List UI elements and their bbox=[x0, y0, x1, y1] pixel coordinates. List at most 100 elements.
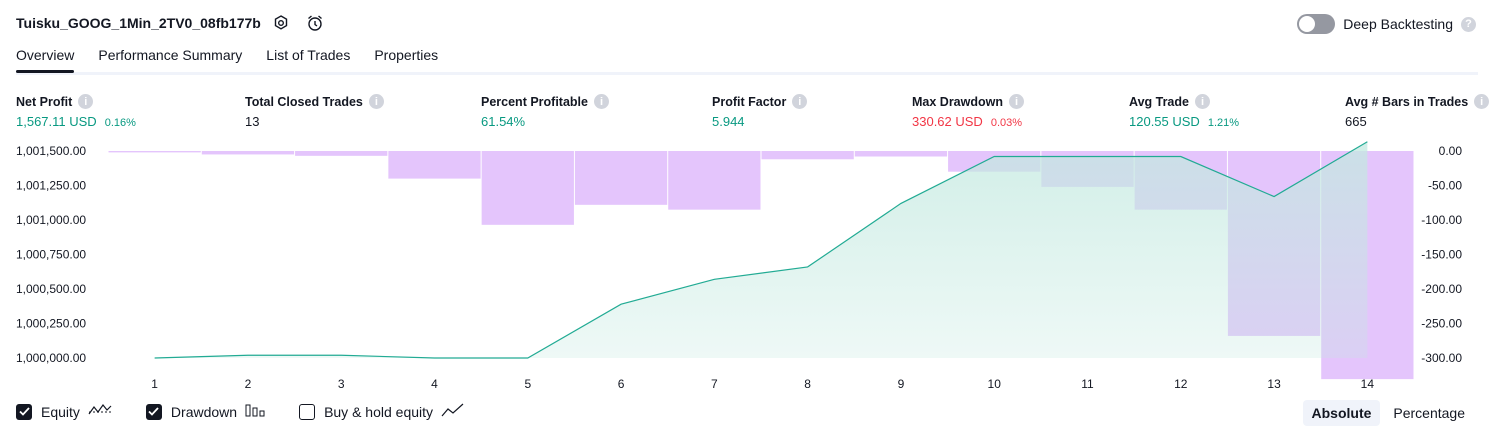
deep-backtesting-label: Deep Backtesting bbox=[1343, 16, 1453, 32]
metric-value: 1,567.11 USD bbox=[16, 114, 97, 129]
buy-hold-icon bbox=[441, 403, 465, 420]
metric-net-profit: Net Profit i 1,567.11 USD 0.16% bbox=[16, 94, 136, 129]
chart-legend: Equity Drawdown Buy & hold equity bbox=[16, 403, 465, 420]
settings-icon[interactable] bbox=[272, 14, 290, 32]
y-left-tick-label: 1,001,000.00 bbox=[16, 213, 86, 227]
drawdown-icon bbox=[245, 403, 265, 420]
metric-value: 5.944 bbox=[712, 114, 745, 129]
legend-label: Drawdown bbox=[170, 403, 238, 420]
x-tick-label: 3 bbox=[338, 377, 345, 391]
x-tick-label: 12 bbox=[1174, 377, 1188, 391]
metric-percent: 0.16% bbox=[104, 117, 136, 129]
legend-label: Buy & hold equity bbox=[324, 403, 434, 420]
tab-performance-summary[interactable]: Performance Summary bbox=[98, 47, 243, 63]
x-tick-label: 1 bbox=[151, 377, 158, 391]
metric-label: Avg Trade bbox=[1129, 94, 1189, 109]
info-icon[interactable]: i bbox=[593, 94, 609, 109]
x-tick-label: 10 bbox=[988, 377, 1002, 391]
metric-value: 13 bbox=[245, 114, 260, 129]
mode-switch: Absolute Percentage bbox=[1302, 400, 1475, 426]
drawdown-bar bbox=[574, 151, 668, 205]
metric-value: 61.54% bbox=[481, 114, 526, 129]
metric-label: Avg # Bars in Trades bbox=[1345, 94, 1469, 109]
drawdown-bar bbox=[481, 151, 574, 225]
info-icon[interactable]: i bbox=[1009, 94, 1024, 109]
metric-percent: 1.21% bbox=[1207, 117, 1240, 129]
drawdown-bar bbox=[854, 151, 948, 157]
x-tick-label: 13 bbox=[1267, 377, 1281, 391]
absolute-button[interactable]: Absolute bbox=[1302, 400, 1381, 426]
alarm-clock-icon[interactable] bbox=[306, 14, 324, 32]
x-tick-label: 9 bbox=[898, 377, 905, 391]
y-left-tick-label: 1,000,750.00 bbox=[16, 248, 86, 262]
info-icon[interactable]: i bbox=[792, 94, 808, 109]
metric-label: Net Profit bbox=[16, 94, 73, 109]
drawdown-bar bbox=[668, 151, 761, 210]
metric-avg-trade: Avg Trade i 120.55 USD 1.21% bbox=[1129, 94, 1239, 129]
info-icon[interactable]: i bbox=[1194, 94, 1210, 109]
equity-area bbox=[154, 141, 1368, 358]
x-tick-label: 14 bbox=[1361, 377, 1375, 391]
y-left-tick-label: 1,000,000.00 bbox=[16, 351, 86, 365]
drawdown-bar bbox=[761, 151, 854, 160]
metric-max-drawdown: Max Drawdown i 330.62 USD 0.03% bbox=[912, 94, 1024, 129]
equity-line bbox=[154, 141, 1368, 359]
y-right-tick-label: -100.00 bbox=[1421, 213, 1462, 227]
info-icon[interactable]: i bbox=[368, 94, 384, 109]
drawdown-bar bbox=[388, 151, 481, 179]
y-right-tick-label: 0.00 bbox=[1439, 144, 1463, 158]
tab-properties[interactable]: Properties bbox=[374, 47, 439, 63]
y-right-tick-label: -150.00 bbox=[1421, 248, 1462, 262]
metric-total-closed-trades: Total Closed Trades i 13 bbox=[245, 94, 384, 129]
x-tick-label: 6 bbox=[618, 377, 625, 391]
drawdown-bar bbox=[108, 151, 201, 153]
x-tick-label: 4 bbox=[431, 377, 438, 391]
metric-avg-bars: Avg # Bars in Trades i 665 bbox=[1345, 94, 1490, 129]
drawdown-bar bbox=[201, 151, 295, 155]
tab-list-of-trades[interactable]: List of Trades bbox=[266, 47, 351, 63]
help-icon[interactable]: ? bbox=[1461, 16, 1476, 32]
drawdown-checkbox[interactable] bbox=[145, 403, 162, 420]
metric-label: Profit Factor bbox=[712, 94, 787, 109]
equity-checkbox[interactable] bbox=[16, 403, 32, 420]
x-tick-label: 8 bbox=[804, 377, 811, 391]
info-icon[interactable]: i bbox=[78, 94, 94, 109]
metric-percent: 0.03% bbox=[990, 117, 1023, 129]
deep-backtesting-toggle[interactable] bbox=[1297, 14, 1336, 34]
metric-profit-factor: Profit Factor i 5.944 bbox=[712, 94, 808, 129]
y-left-tick-label: 1,000,250.00 bbox=[16, 317, 86, 331]
deep-backtesting: Deep Backtesting ? bbox=[1297, 14, 1476, 34]
metric-value: 330.62 USD bbox=[912, 114, 983, 129]
legend-drawdown[interactable]: Drawdown bbox=[145, 403, 265, 420]
y-right-tick-label: -300.00 bbox=[1421, 351, 1462, 365]
buy-hold-checkbox[interactable] bbox=[299, 403, 316, 420]
drawdown-bar bbox=[295, 151, 388, 156]
equity-drawdown-chart: 1,001,500.00 1,001,250.00 1,001,000.00 1,00… bbox=[16, 141, 1463, 391]
legend-equity[interactable]: Equity bbox=[16, 403, 112, 420]
equity-icon bbox=[88, 403, 112, 420]
tabs-divider bbox=[16, 72, 1478, 75]
metric-value: 120.55 USD bbox=[1129, 114, 1200, 129]
x-tick-label: 5 bbox=[524, 377, 531, 391]
info-icon[interactable]: i bbox=[1474, 94, 1490, 109]
metric-label: Percent Profitable bbox=[481, 94, 588, 109]
metric-value: 665 bbox=[1345, 114, 1367, 129]
x-tick-label: 2 bbox=[245, 377, 252, 391]
y-right-tick-label: -200.00 bbox=[1421, 282, 1462, 296]
legend-buy-hold[interactable]: Buy & hold equity bbox=[299, 403, 465, 420]
tab-bar: Overview Performance Summary List of Tra… bbox=[16, 47, 439, 73]
metric-percent-profitable: Percent Profitable i 61.54% bbox=[481, 94, 609, 129]
metric-label: Max Drawdown bbox=[912, 94, 1003, 109]
y-right-tick-label: -50.00 bbox=[1428, 179, 1462, 193]
percentage-button[interactable]: Percentage bbox=[1393, 405, 1465, 421]
x-tick-label: 11 bbox=[1081, 377, 1094, 391]
x-tick-label: 7 bbox=[711, 377, 718, 391]
y-left-tick-label: 1,001,250.00 bbox=[16, 179, 86, 193]
y-left-tick-label: 1,001,500.00 bbox=[16, 144, 86, 158]
tab-overview[interactable]: Overview bbox=[16, 47, 75, 73]
metric-label: Total Closed Trades bbox=[245, 94, 363, 109]
y-right-tick-label: -250.00 bbox=[1421, 317, 1462, 331]
legend-label: Equity bbox=[41, 403, 80, 420]
strategy-title: Tuisku_GOOG_1Min_2TV0_08fb177b bbox=[16, 15, 261, 31]
y-left-tick-label: 1,000,500.00 bbox=[16, 282, 86, 296]
